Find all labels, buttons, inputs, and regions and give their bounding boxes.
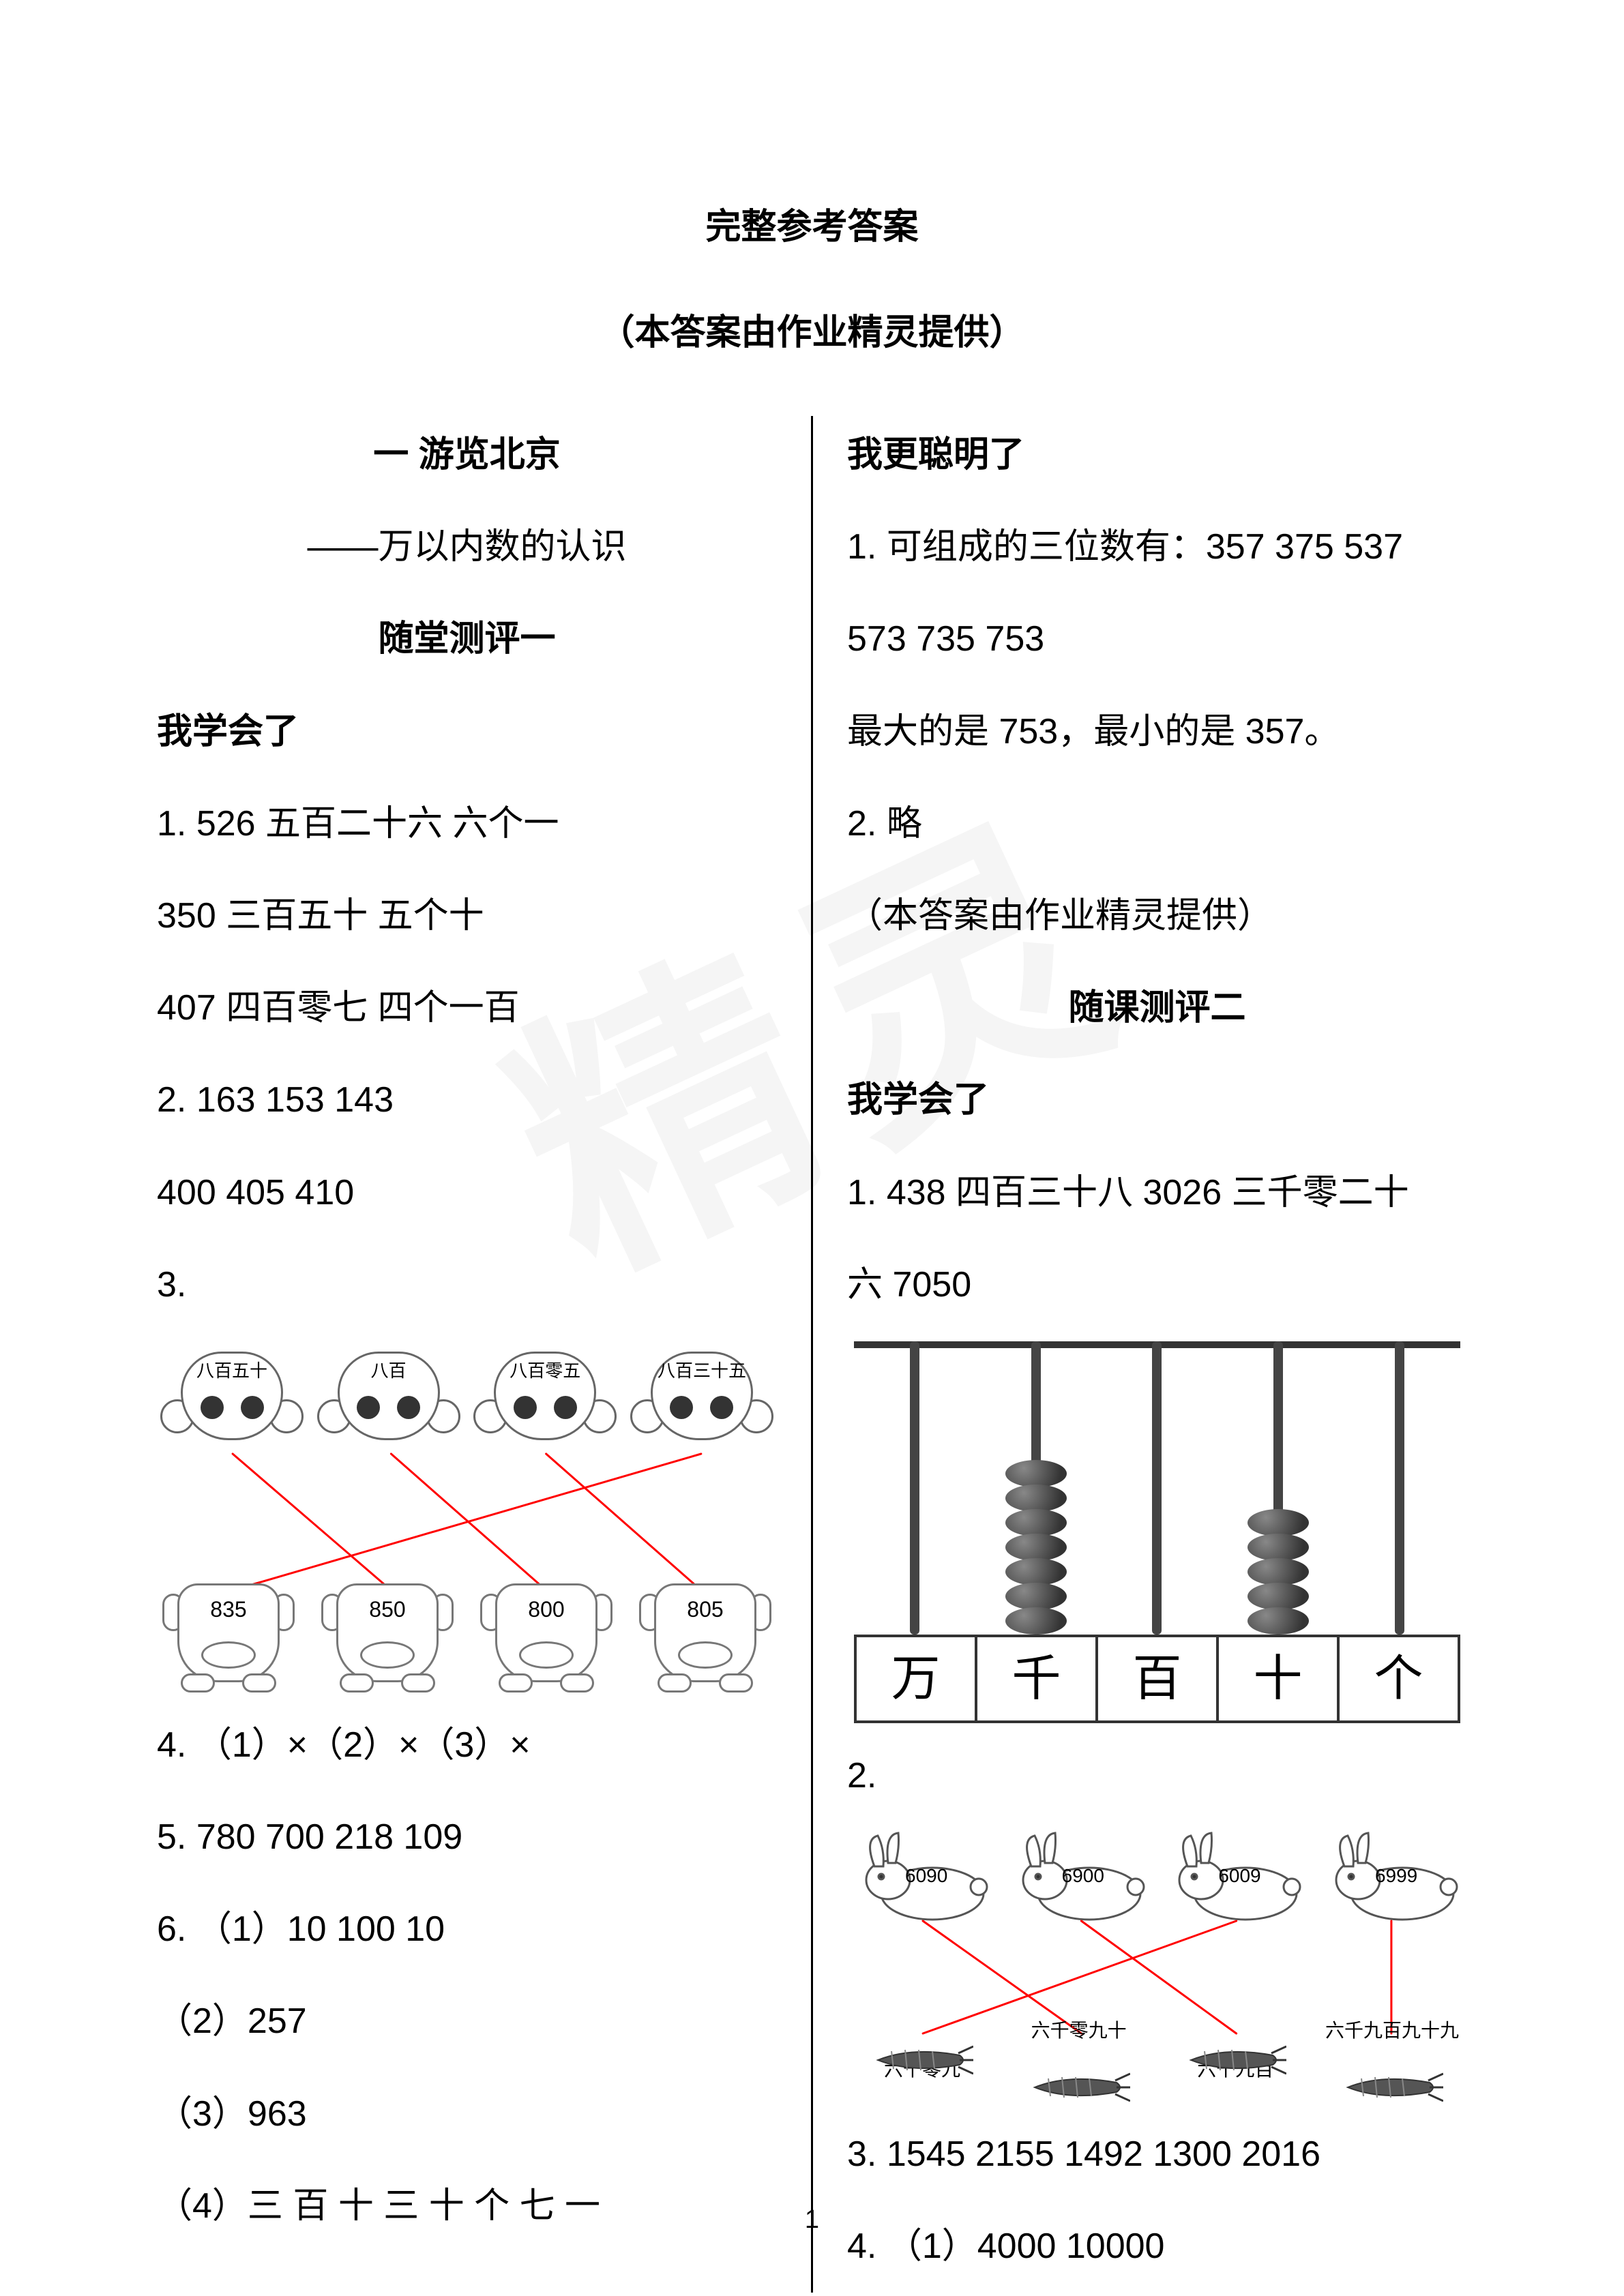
rabbit-row: 6090 6900	[847, 1829, 1467, 1924]
answer-line: 350 三百五十 五个十	[157, 870, 777, 962]
rabbit: 6090	[851, 1829, 994, 1924]
abacus-bead	[1005, 1534, 1067, 1561]
answer-line: 3. 1545 2155 1492 1300 2016	[847, 2108, 1467, 2201]
answer-line: 1. 526 五百二十六 六个一	[157, 778, 777, 870]
abacus-place-label: 个	[1340, 1637, 1458, 1720]
heading-learned-1: 我学会了	[157, 686, 777, 778]
monkey-head-label: 八百	[321, 1362, 457, 1380]
monkey-body: 800	[482, 1583, 611, 1693]
abacus-rod	[1217, 1341, 1339, 1635]
rabbit-label: 6009	[1218, 1866, 1260, 1885]
answer-line: 3.	[157, 1239, 777, 1331]
rabbit-label: 6090	[905, 1866, 947, 1885]
doc-title: 完整参考答案	[157, 198, 1467, 249]
section-title-1: 随堂测评一	[157, 593, 777, 685]
abacus-bead	[1005, 1558, 1067, 1585]
monkey-head: 八百零五	[477, 1338, 613, 1461]
abacus-rod	[854, 1341, 975, 1635]
page-number: 1	[805, 2205, 819, 2235]
answer-line: （本答案由作业精灵提供）	[847, 870, 1467, 962]
abacus-bead	[1005, 1460, 1067, 1487]
monkey-body: 805	[640, 1583, 770, 1693]
monkey-body-number: 835	[164, 1598, 293, 1620]
abacus-bead	[1247, 1534, 1309, 1561]
left-column: 一 游览北京 ——万以内数的认识 随堂测评一 我学会了 1. 526 五百二十六…	[157, 409, 811, 2293]
answer-line: （2）257	[157, 1976, 777, 2068]
answer-line: 六 7050	[847, 1239, 1467, 1331]
answer-line: 1. 可组成的三位数有：357 375 537	[847, 501, 1467, 593]
answer-line: 573 735 753	[847, 593, 1467, 685]
answer-line: 最大的是 753，最小的是 357。	[847, 686, 1467, 778]
page: 精灵 完整参考答案 （本答案由作业精灵提供） 一 游览北京 ——万以内数的认识 …	[0, 0, 1624, 2296]
monkey-head-label: 八百三十五	[634, 1362, 770, 1380]
answer-line: （3）963	[157, 2068, 777, 2160]
abacus-bead	[1005, 1607, 1067, 1635]
abacus-bead	[1005, 1485, 1067, 1512]
columns: 一 游览北京 ——万以内数的认识 随堂测评一 我学会了 1. 526 五百二十六…	[157, 409, 1467, 2293]
carrot: 六千零九	[851, 2020, 994, 2081]
monkey-head-label: 八百零五	[477, 1362, 613, 1380]
carrot: 六千九百	[1164, 2020, 1307, 2081]
answer-line: 2. 163 153 143	[157, 1054, 777, 1146]
answer-line: 6. （1）10 100 10	[157, 1883, 777, 1976]
right-column: 我更聪明了 1. 可组成的三位数有：357 375 537 573 735 75…	[813, 409, 1467, 2293]
monkey-body: 835	[164, 1583, 293, 1693]
answer-line: 2.	[847, 1730, 1467, 1822]
carrot-label: 六千九百九十九	[1320, 2021, 1464, 2040]
abacus-rod	[1097, 1341, 1218, 1635]
abacus-bead	[1005, 1509, 1067, 1536]
monkey-match-figure: 八百五十 八百 八百零五 八百三十五	[157, 1338, 777, 1693]
doc-subtitle: （本答案由作业精灵提供）	[157, 303, 1467, 355]
answer-line: 4. （1）4000 10000	[847, 2201, 1467, 2293]
abacus-rod	[975, 1341, 1097, 1635]
rabbit: 6900	[1007, 1829, 1151, 1924]
monkey-head-label: 八百五十	[164, 1362, 300, 1380]
monkey-body-number: 850	[323, 1598, 452, 1620]
carrot-row: 六千零九六千零九十六千九百六千九百九十九	[847, 2020, 1467, 2081]
monkey-head: 八百三十五	[634, 1338, 770, 1461]
abacus-bead	[1247, 1509, 1309, 1536]
chapter-title: 一 游览北京	[157, 409, 777, 501]
abacus-place-label: 十	[1219, 1637, 1340, 1720]
answer-line: 1. 438 四百三十八 3026 三千零二十	[847, 1147, 1467, 1239]
abacus-bead	[1247, 1583, 1309, 1610]
monkey-head: 八百五十	[164, 1338, 300, 1461]
abacus-place-label: 百	[1098, 1637, 1219, 1720]
monkey-bodies-row: 835 850 800 805	[157, 1583, 777, 1693]
rabbit-label: 6900	[1062, 1866, 1104, 1885]
carrot-label: 六千零九十	[1007, 2021, 1151, 2040]
answer-line: （4）三 百 十 三 十 个 七 一	[157, 2160, 777, 2252]
chapter-subtitle: ——万以内数的认识	[157, 501, 777, 593]
monkey-heads-row: 八百五十 八百 八百零五 八百三十五	[157, 1338, 777, 1461]
answer-line: 2. 略	[847, 778, 1467, 870]
answer-line: 407 四百零七 四个一百	[157, 962, 777, 1054]
heading-smart: 我更聪明了	[847, 409, 1467, 501]
rabbit-match-figure: 6090 6900	[847, 1829, 1467, 2102]
monkey-body-number: 800	[482, 1598, 611, 1620]
heading-learned-2: 我学会了	[847, 1054, 1467, 1146]
answer-line: 5. 780 700 218 109	[157, 1791, 777, 1883]
abacus-rod	[1339, 1341, 1460, 1635]
section-title-2: 随课测评二	[847, 962, 1467, 1054]
header: 完整参考答案 （本答案由作业精灵提供）	[157, 198, 1467, 355]
abacus-bead	[1005, 1583, 1067, 1610]
answer-line: 400 405 410	[157, 1147, 777, 1239]
monkey-head: 八百	[321, 1338, 457, 1461]
abacus-place-label: 千	[977, 1637, 1098, 1720]
abacus-bead	[1247, 1607, 1309, 1635]
carrot: 六千零九十	[1007, 2047, 1151, 2081]
abacus-figure: 万千百十个	[847, 1341, 1467, 1723]
carrot: 六千九百九十九	[1320, 2047, 1464, 2081]
rabbit-label: 6999	[1375, 1866, 1417, 1885]
rabbit: 6999	[1320, 1829, 1464, 1924]
monkey-body-number: 805	[640, 1598, 770, 1620]
monkey-body: 850	[323, 1583, 452, 1693]
abacus-bead	[1247, 1558, 1309, 1585]
rabbit: 6009	[1164, 1829, 1307, 1924]
abacus-place-label: 万	[857, 1637, 977, 1720]
answer-line: 4. （1）×（2）×（3）×	[157, 1699, 777, 1791]
